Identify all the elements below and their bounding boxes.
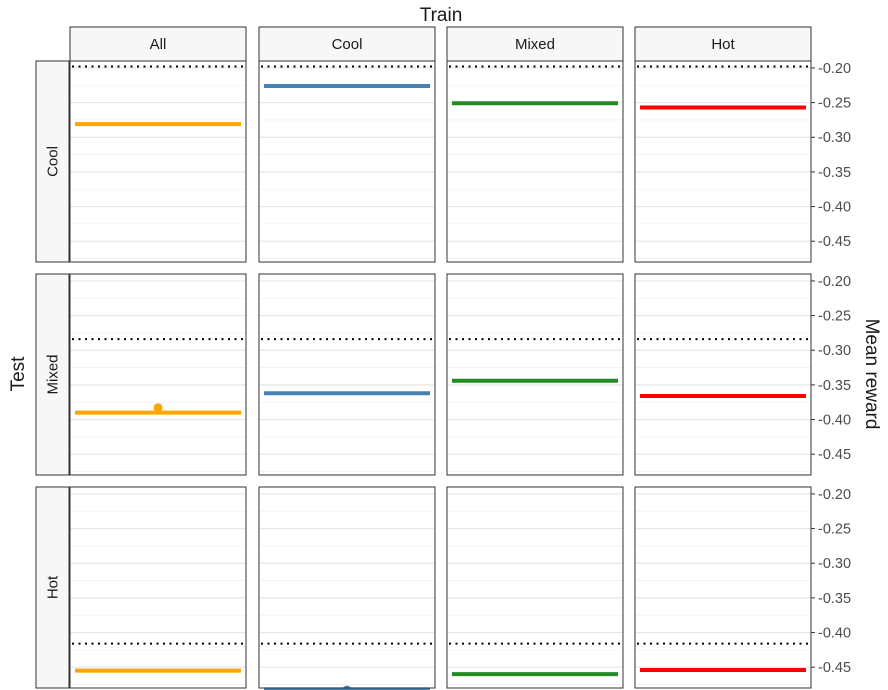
row-axis-title: Test bbox=[8, 356, 29, 392]
y-tick-label: -0.45 bbox=[818, 447, 851, 463]
panel-mixed-all bbox=[70, 274, 246, 475]
panel-border bbox=[69, 60, 247, 263]
chart-title: Train bbox=[420, 5, 463, 26]
panel-mixed-cool bbox=[259, 274, 435, 475]
column-strip-all bbox=[69, 26, 247, 62]
y-tick-label: -0.20 bbox=[818, 487, 851, 503]
mean-reward-point bbox=[153, 403, 163, 413]
y-tick-label: -0.25 bbox=[818, 96, 851, 112]
column-strip-cool bbox=[258, 26, 436, 62]
y-tick-label: -0.45 bbox=[818, 660, 851, 676]
panel-border bbox=[446, 486, 624, 689]
y-tick-label: -0.25 bbox=[818, 522, 851, 538]
column-label-cool: Cool bbox=[332, 36, 363, 53]
panel-hot-hot bbox=[635, 487, 811, 688]
panel-mixed-mixed bbox=[447, 274, 623, 475]
y-tick-label: -0.35 bbox=[818, 591, 851, 607]
panel-cool-cool bbox=[259, 61, 435, 262]
panel-border bbox=[446, 273, 624, 476]
y-axis-title: Mean reward bbox=[861, 319, 882, 430]
panel-hot-all bbox=[70, 487, 246, 688]
panel-border bbox=[446, 60, 624, 263]
y-tick-label: -0.45 bbox=[818, 234, 851, 250]
y-tick-label: -0.30 bbox=[818, 343, 851, 359]
column-label-hot: Hot bbox=[711, 36, 735, 53]
row-strip-mixed bbox=[35, 273, 70, 476]
y-tick-label: -0.40 bbox=[818, 626, 851, 642]
y-tick-label: -0.40 bbox=[818, 413, 851, 429]
y-tick-label: -0.35 bbox=[818, 165, 851, 181]
panel-border bbox=[69, 273, 247, 476]
column-label-mixed: Mixed bbox=[515, 36, 555, 53]
panel-cool-hot bbox=[635, 61, 811, 262]
panel-hot-cool bbox=[259, 487, 435, 688]
y-tick-label: -0.25 bbox=[818, 309, 851, 325]
panel-cool-all bbox=[70, 61, 246, 262]
panel-border bbox=[258, 486, 436, 689]
row-label-cool: Cool bbox=[45, 146, 62, 177]
panel-border bbox=[634, 486, 812, 689]
column-strip-mixed bbox=[446, 26, 624, 62]
y-tick-label: -0.20 bbox=[818, 61, 851, 77]
y-tick-label: -0.40 bbox=[818, 200, 851, 216]
panel-border bbox=[258, 60, 436, 263]
panel-mixed-hot bbox=[635, 274, 811, 475]
row-strip-cool bbox=[35, 60, 70, 263]
y-tick-label: -0.30 bbox=[818, 130, 851, 146]
panel-border bbox=[634, 60, 812, 263]
row-label-hot: Hot bbox=[45, 575, 62, 599]
panel-border bbox=[69, 486, 247, 689]
y-tick-label: -0.30 bbox=[818, 556, 851, 572]
column-label-all: All bbox=[150, 36, 167, 53]
y-tick-label: -0.35 bbox=[818, 378, 851, 394]
row-label-mixed: Mixed bbox=[45, 354, 62, 394]
panel-border bbox=[258, 273, 436, 476]
panel-hot-mixed bbox=[447, 487, 623, 688]
row-strip-hot bbox=[35, 486, 70, 689]
panel-cool-mixed bbox=[447, 61, 623, 262]
panel-border bbox=[634, 273, 812, 476]
column-strip-hot bbox=[634, 26, 812, 62]
y-tick-label: -0.20 bbox=[818, 274, 851, 290]
